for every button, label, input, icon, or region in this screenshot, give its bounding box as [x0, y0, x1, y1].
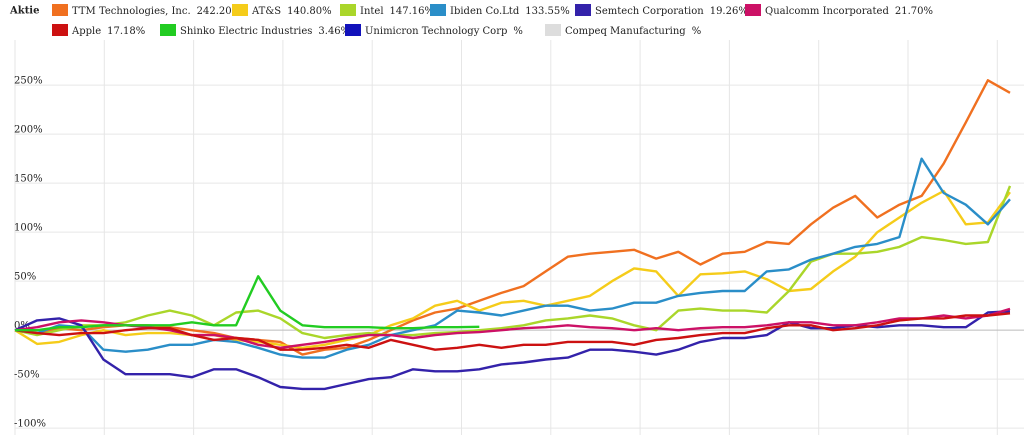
y-tick-label: -50% [14, 370, 40, 381]
legend-label: Ibiden Co.Ltd 133.55% [450, 6, 570, 17]
legend-value: 19.26% [710, 6, 748, 17]
legend-value: 242.20% [197, 6, 242, 17]
legend-label: Compeq Manufacturing% [565, 26, 701, 37]
series-line [14, 312, 1011, 351]
legend-value: % [692, 26, 702, 37]
y-tick-label: -100% [14, 419, 46, 430]
legend-label: AT&S 140.80% [251, 6, 332, 17]
legend-label: Shinko Electric Industries 3.46% [180, 26, 350, 37]
legend-swatch [575, 4, 591, 16]
legend-name: Shinko Electric Industries [180, 26, 312, 37]
legend-swatch [52, 24, 68, 36]
y-tick-label: 250% [14, 76, 43, 87]
legend-label: Qualcomm Incorporated 21.70% [765, 6, 933, 17]
legend-label: Intel 147.16% [360, 6, 434, 17]
y-tick-label: 150% [14, 174, 43, 185]
legend-value: 133.55% [525, 6, 570, 17]
legend-name: TTM Technologies, Inc. [72, 6, 191, 17]
y-tick-label: 100% [14, 223, 43, 234]
series-line [14, 157, 1011, 359]
series-line [15, 275, 480, 332]
legend-value: 147.16% [390, 6, 435, 17]
legend-name: Intel [360, 6, 384, 17]
series-line [14, 310, 1011, 391]
legend-swatch [52, 4, 68, 16]
legend-swatch [232, 4, 248, 16]
legend-value: 17.18% [107, 26, 145, 37]
legend-swatch [545, 24, 561, 36]
legend-swatch [340, 4, 356, 16]
series-line [14, 189, 1011, 349]
legend-value: 3.46% [318, 26, 350, 37]
legend-label: Semtech Corporation 19.26% [595, 6, 748, 17]
legend-swatch [345, 24, 361, 36]
series-line [14, 185, 1012, 340]
legend-swatch [430, 4, 446, 16]
legend-name: Semtech Corporation [595, 6, 704, 17]
series-line [14, 79, 1011, 356]
y-tick-label: 50% [14, 272, 36, 283]
legend-name: Unimicron Technology Corp [365, 26, 507, 37]
y-tick-label: 200% [14, 125, 43, 136]
legend-label: TTM Technologies, Inc. 242.20% [72, 6, 241, 17]
legend-name: Ibiden Co.Ltd [450, 6, 520, 17]
legend-swatch [160, 24, 176, 36]
legend-label: Unimicron Technology Corp% [365, 26, 523, 37]
legend-title: Aktie [9, 6, 39, 17]
legend-value: 140.80% [287, 6, 332, 17]
legend-name: AT&S [251, 6, 281, 17]
legend-name: Apple [71, 26, 101, 37]
legend-value: % [513, 26, 523, 37]
legend-name: Qualcomm Incorporated [765, 6, 889, 17]
legend-name: Compeq Manufacturing [565, 26, 686, 37]
legend-value: 21.70% [895, 6, 933, 17]
legend-swatch [745, 4, 761, 16]
legend-label: Apple 17.18% [71, 26, 145, 37]
